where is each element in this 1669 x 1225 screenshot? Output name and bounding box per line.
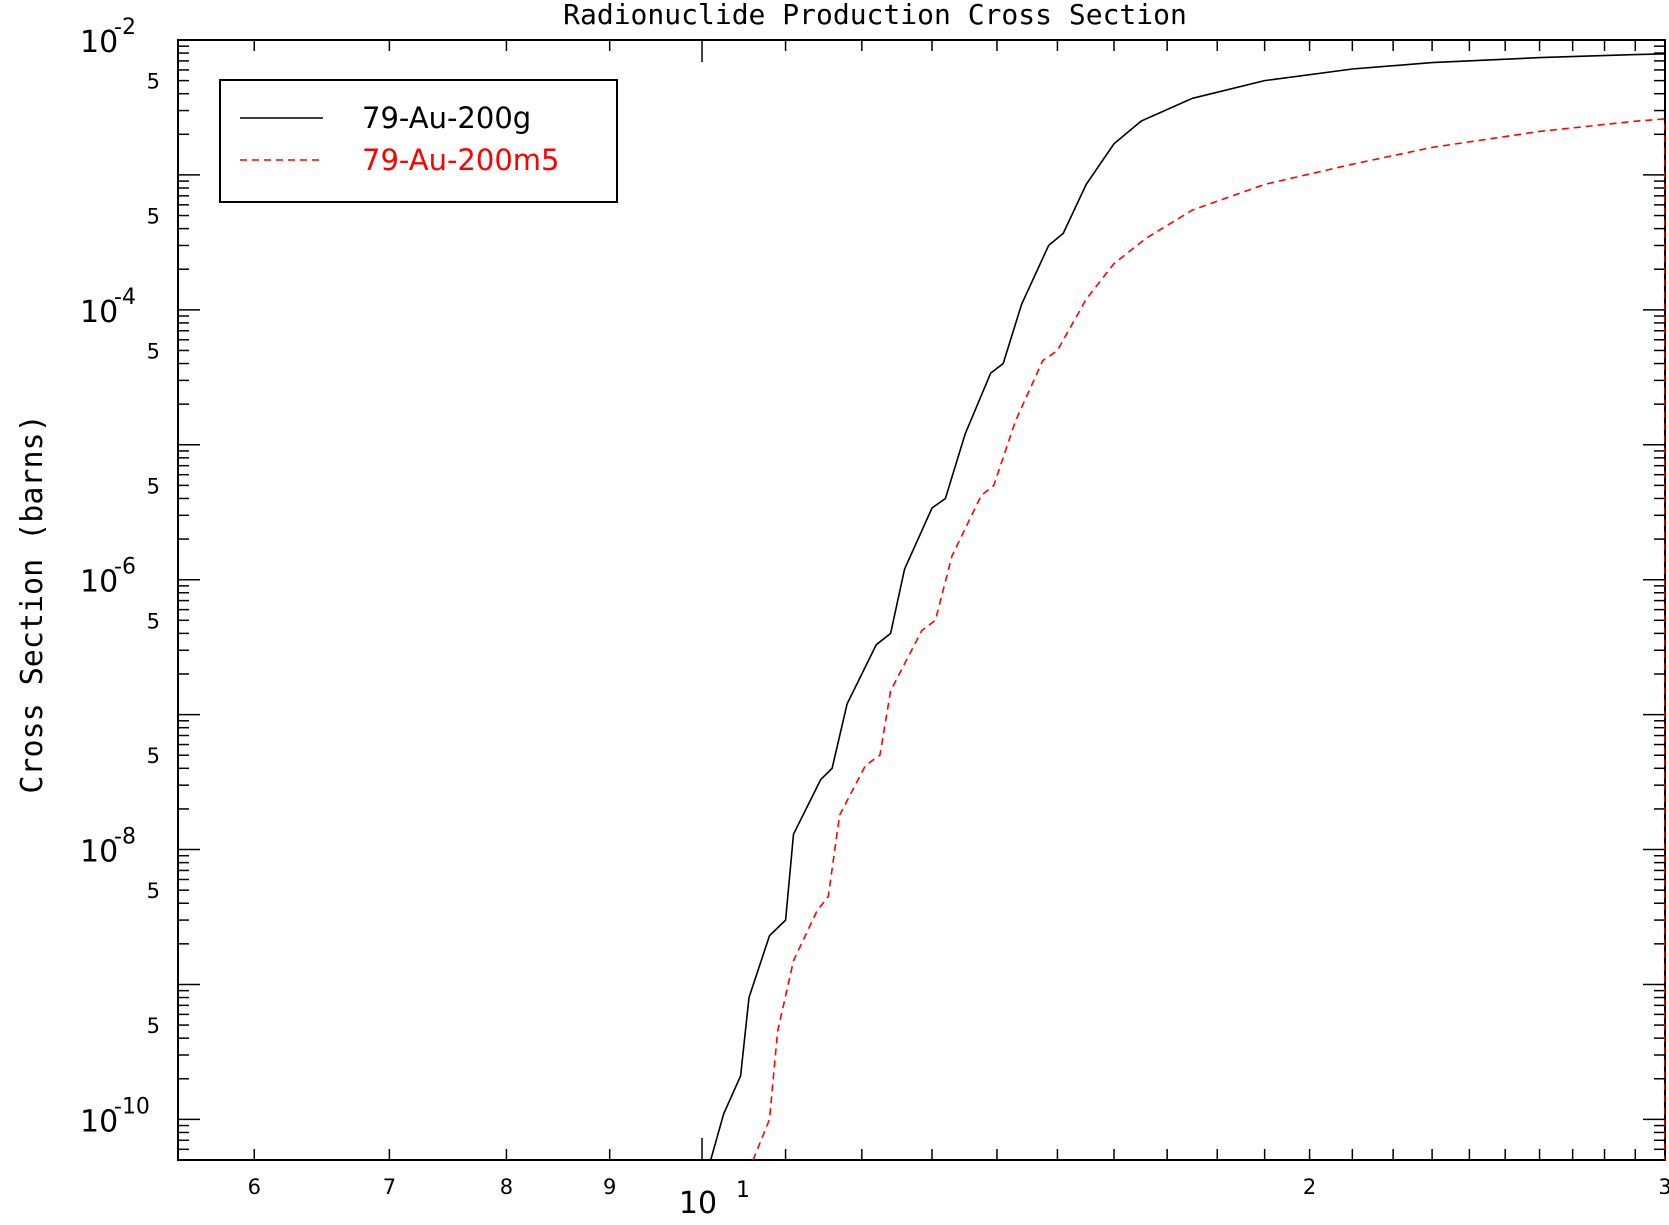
y-minor-tick-label: 5 (147, 609, 160, 633)
legend-label-2: 79-Au-200m5 (362, 143, 559, 177)
chart-title: Radionuclide Production Cross Section (563, 0, 1187, 31)
y-minor-tick-label: 5 (147, 1014, 160, 1038)
y-tick-label-base: 10 (80, 295, 118, 330)
y-minor-tick-label: 5 (147, 70, 160, 94)
y-tick-label-exp: -6 (114, 555, 136, 580)
series-layer (709, 52, 1665, 1160)
y-tick-label-exp: -4 (114, 285, 136, 310)
plot-frame (177, 39, 1666, 1161)
x-tick-label: 7 (383, 1175, 396, 1199)
x-tick-label: 2 (1303, 1175, 1316, 1199)
x-axis: 6 7 8 9 10 1 2 3 (248, 40, 1669, 1221)
y-tick-label-exp: -8 (114, 825, 136, 850)
y-tick-label-base: 10 (80, 1104, 118, 1139)
y-minor-tick-label: 5 (147, 879, 160, 903)
y-minor-tick-label: 5 (147, 205, 160, 229)
y-minor-tick-label: 5 (147, 339, 160, 363)
x-tick-label: 9 (603, 1175, 616, 1199)
x-tick-label: 3 (1658, 1175, 1669, 1199)
x-tick-label-exp: 1 (736, 1178, 750, 1203)
y-tick-label-base: 10 (80, 25, 118, 60)
y-tick-label-base: 10 (80, 835, 118, 870)
legend-box (219, 79, 618, 203)
legend: 79-Au-200g 79-Au-200m5 (219, 79, 618, 203)
y-tick-label-exp: -10 (114, 1094, 150, 1119)
x-tick-label-base: 10 (679, 1186, 717, 1221)
series-line-1 (709, 52, 1665, 1160)
y-tick-label-exp: -2 (114, 15, 136, 40)
series-line-2 (752, 118, 1665, 1160)
y-minor-tick-label: 5 (147, 474, 160, 498)
y-axis-label: Cross Section (barns) (15, 414, 50, 793)
x-tick-label: 6 (248, 1175, 261, 1199)
y-minor-tick-label: 5 (147, 744, 160, 768)
y-tick-label-base: 10 (80, 565, 118, 600)
plot-area (177, 39, 1666, 1161)
x-tick-label: 8 (500, 1175, 513, 1199)
legend-label-1: 79-Au-200g (362, 101, 531, 135)
